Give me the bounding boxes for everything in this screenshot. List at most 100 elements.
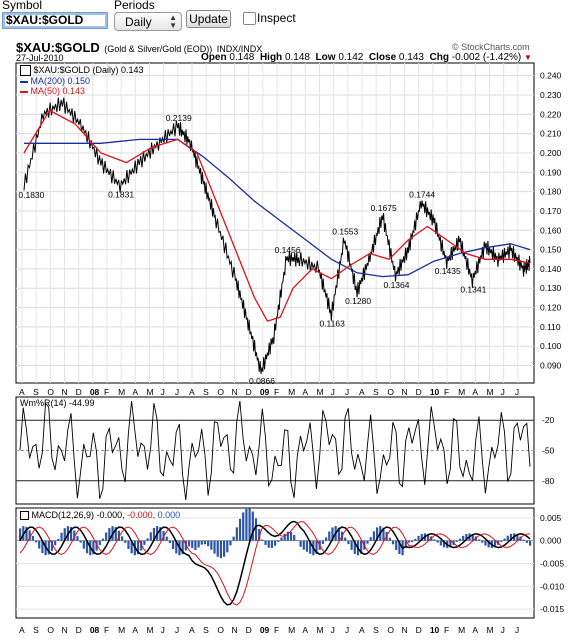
x-tick-label-bottom: O xyxy=(217,625,224,635)
macd-signal-line xyxy=(19,521,531,606)
price-y-tick: 0.140 xyxy=(540,264,562,274)
price-y-tick: 0.160 xyxy=(540,225,562,235)
price-annotation: 0.1831 xyxy=(108,190,134,200)
macd-histogram-bar xyxy=(274,540,277,546)
macd-histogram-bar xyxy=(130,540,133,554)
macd-histogram-bar xyxy=(506,535,509,541)
macd-histogram-bar xyxy=(82,540,85,549)
willr-y-tick: -20 xyxy=(542,415,555,425)
willr-y-tick: -80 xyxy=(542,476,555,486)
macd-histogram-bar xyxy=(114,527,117,541)
macd-histogram-bar xyxy=(407,540,411,543)
macd-histogram-bar xyxy=(436,540,439,543)
x-tick-label-top: N xyxy=(402,387,408,397)
price-y-tick: 0.210 xyxy=(540,129,562,139)
macd-histogram-bar xyxy=(41,540,44,554)
legend-ma200-text: MA(200) 0.150 xyxy=(30,76,91,86)
macd-histogram-bar xyxy=(34,540,38,543)
macd-histogram-bar xyxy=(248,508,251,541)
macd-histogram-bar xyxy=(414,538,417,541)
x-tick-label-top: S xyxy=(373,387,379,397)
x-tick-label-bottom: N xyxy=(62,625,68,635)
macd-histogram-bar xyxy=(286,531,289,541)
price-y-tick: 0.180 xyxy=(540,187,562,197)
price-y-tick: 0.230 xyxy=(540,90,562,100)
price-y-tick: 0.240 xyxy=(540,71,562,81)
macd-histogram-bar xyxy=(57,538,60,541)
macd-histogram-bar xyxy=(315,540,318,554)
price-line xyxy=(23,97,531,374)
macd-histogram-bar xyxy=(309,540,312,554)
macd-histogram-bar xyxy=(411,540,414,543)
x-tick-label-top: J xyxy=(161,387,165,397)
periods-select[interactable]: Daily ▲ ▼ xyxy=(114,12,182,31)
macd-histogram-bar xyxy=(232,536,235,541)
macd-histogram-bar xyxy=(442,540,446,548)
price-annotation: 0.1456 xyxy=(275,245,301,255)
macd-histogram-bar xyxy=(347,540,350,545)
macd-histogram-bar xyxy=(481,540,484,543)
x-tick-label-top: F xyxy=(104,387,109,397)
x-tick-label-bottom: N xyxy=(402,625,408,635)
update-button[interactable]: Update xyxy=(186,10,231,28)
x-tick-label-top: A xyxy=(472,387,478,397)
close-value: 0.143 xyxy=(398,52,424,63)
x-tick-label-bottom: F xyxy=(274,625,279,635)
macd-histogram-bar xyxy=(458,538,462,541)
x-tick-label-bottom: A xyxy=(189,625,195,635)
macd-y-tick: 0.005 xyxy=(540,513,562,523)
low-label: Low xyxy=(315,52,336,63)
x-tick-label-top: A xyxy=(19,387,25,397)
macd-histogram-bar xyxy=(76,536,79,541)
open-label: Open xyxy=(201,52,227,63)
x-tick-label-bottom: A xyxy=(132,625,138,635)
price-y-tick: 0.100 xyxy=(540,341,562,351)
macd-histogram-bar xyxy=(382,527,385,541)
symbol-input[interactable]: $XAU:$GOLD xyxy=(2,12,108,29)
macd-histogram-bar xyxy=(404,540,407,548)
macd-histogram-bar xyxy=(223,540,226,557)
macd-histogram-bar xyxy=(350,540,353,550)
macd-histogram-bar xyxy=(293,534,296,541)
macd-histogram-bar xyxy=(187,540,191,547)
macd-histogram-bar xyxy=(254,518,258,541)
x-tick-label-bottom: O xyxy=(387,625,394,635)
macd-histogram-bar xyxy=(140,540,143,551)
x-tick-label-top: O xyxy=(47,387,54,397)
macd-histogram-bar xyxy=(235,527,238,541)
macd-histogram-bar xyxy=(50,540,54,551)
price-y-tick: 0.110 xyxy=(540,322,561,332)
x-tick-label-top: J xyxy=(501,387,505,397)
x-tick-label-bottom: F xyxy=(444,625,449,635)
macd-y-tick: -0.015 xyxy=(540,604,564,614)
macd-histogram-bar xyxy=(105,532,108,541)
macd-histogram-bar xyxy=(503,538,506,541)
high-label: High xyxy=(259,52,283,63)
macd-histogram-bar xyxy=(369,537,372,541)
x-tick-label-bottom: A xyxy=(19,625,25,635)
price-panel xyxy=(15,62,535,384)
macd-histogram-bar xyxy=(258,529,261,541)
macd-histogram-bar xyxy=(264,540,267,545)
macd-histogram-bar xyxy=(60,532,63,541)
price-annotation: 0.1435 xyxy=(435,266,461,276)
down-arrow-icon: ▼ xyxy=(524,53,532,62)
x-tick-label-bottom: J xyxy=(345,625,349,635)
macd-histogram-bar xyxy=(465,533,468,541)
macd-histogram-bar xyxy=(143,540,146,545)
macd-histogram-bar xyxy=(146,538,149,541)
macd-histogram-bar xyxy=(226,540,229,553)
macd-histogram-bar xyxy=(207,540,210,547)
x-tick-label-top: 09 xyxy=(260,387,270,397)
macd-histogram-bar xyxy=(277,540,280,542)
price-annotation: 0.2139 xyxy=(166,113,192,123)
price-annotation: 0.1744 xyxy=(409,189,435,199)
x-tick-label-top: S xyxy=(33,387,39,397)
macd-histogram-bar xyxy=(302,540,305,550)
inspect-checkbox[interactable] xyxy=(243,12,256,25)
macd-y-tick: -0.010 xyxy=(540,581,564,591)
x-tick-label-top: M xyxy=(487,387,494,397)
x-tick-label-bottom: M xyxy=(487,625,494,635)
x-tick-label-bottom: M xyxy=(147,625,154,635)
macd-histogram-bar xyxy=(200,540,203,545)
